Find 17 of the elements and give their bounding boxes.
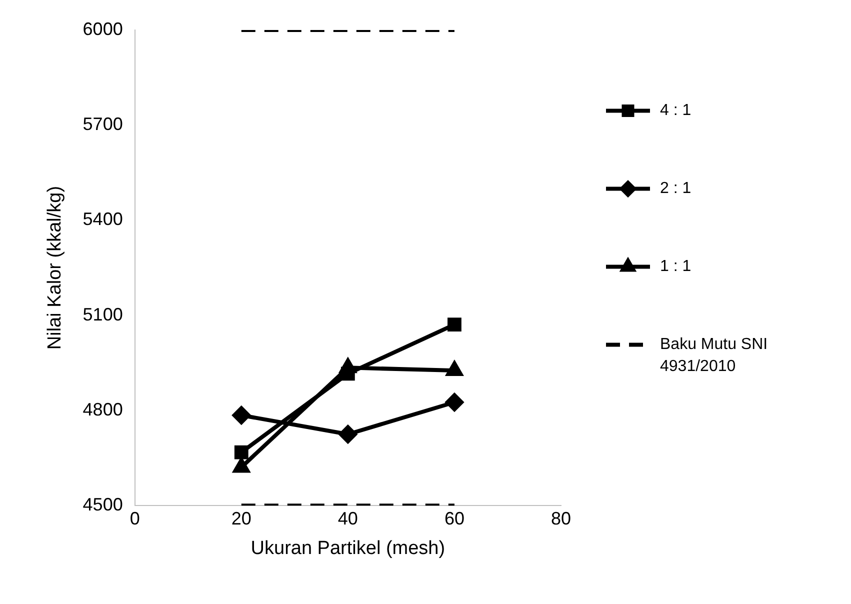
y-tick-label: 5100 — [82, 304, 123, 324]
x-tick-label: 80 — [550, 508, 572, 528]
x-tick-label: 0 — [130, 508, 140, 528]
legend-label: 1 : 1 — [660, 258, 692, 276]
x-axis-title: Ukuran Partikel (mesh) — [250, 538, 446, 559]
x-tick-label: 60 — [444, 508, 464, 528]
y-tick-label: 5700 — [82, 114, 123, 134]
y-axis-title: Nilai Kalor (kkal/kg) — [44, 186, 66, 350]
y-tick-label: 4800 — [82, 399, 123, 420]
legend-label: 4 : 1 — [660, 102, 692, 120]
y-tick-label: 6000 — [82, 18, 123, 39]
x-tick-label: 20 — [231, 508, 252, 528]
legend-label: Baku Mutu SNI 4931/2010 — [660, 336, 768, 376]
x-tick-label: 40 — [338, 508, 358, 528]
y-tick-label: 4500 — [82, 494, 123, 515]
y-tick-label: 5400 — [82, 209, 123, 230]
legend-label: 2 : 1 — [660, 180, 692, 198]
